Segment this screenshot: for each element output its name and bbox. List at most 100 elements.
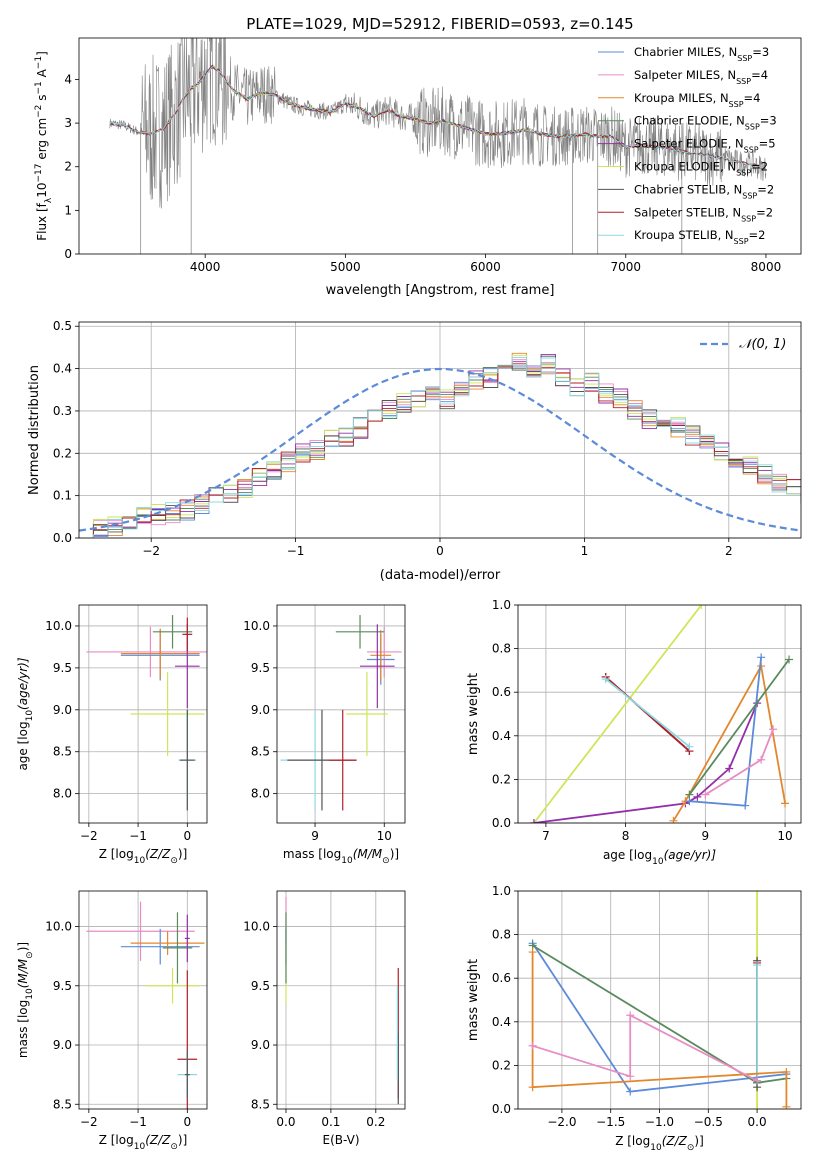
y-axis-label: Flux [fλ10−17 erg cm−2 s−1 A−1] (34, 51, 54, 241)
y-tick-label: 3 (64, 116, 72, 130)
axes-frame (78, 890, 208, 1110)
y-tick-label: 0.8 (492, 642, 511, 656)
y-tick-label: 10.0 (243, 920, 270, 934)
plot-background (277, 891, 405, 1109)
legend-entry: Salpeter STELIB, NSSP=2 (634, 205, 773, 223)
x-tick-label: 10 (777, 829, 792, 843)
label-part: Z [log (615, 1134, 650, 1148)
weight-point-marker (701, 790, 710, 799)
label-part: =2 (749, 228, 766, 242)
x-tick-label: 8000 (751, 260, 782, 274)
label-part: ] (35, 51, 49, 56)
label-part: mass [log (283, 847, 341, 861)
label-part: 10 (341, 856, 353, 866)
label-part: SSP (737, 54, 752, 63)
plot-area (528, 891, 791, 1109)
weight-point-marker (781, 799, 790, 808)
residuals-panel: −2 −1 0 1 2 0.0 0.1 0.2 0.3 0.4 0.5 (data-model)/er… (27, 319, 802, 583)
label-part: ⊙ (170, 856, 178, 866)
weight-point-marker (753, 1076, 762, 1085)
plot-area (86, 615, 207, 811)
x-tick-label: 10 (377, 829, 392, 843)
weight-point-marker (769, 725, 778, 734)
legend-entry: Kroupa STELIB, NSSP=2 (634, 228, 765, 246)
legend-entry: Kroupa ELODIE, NSSP=2 (634, 160, 768, 178)
plot-area (285, 896, 399, 1105)
label-part: mass [log (16, 1000, 30, 1058)
x-axis-label: Z [log10(Z/Z⊙)] (615, 1134, 704, 1153)
label-part: )] (178, 1133, 187, 1147)
x-tick-label: −2 (80, 829, 98, 843)
y-tick-label: 0.4 (492, 1015, 511, 1029)
x-tick-label: 0.0 (748, 1115, 767, 1129)
figure-title: PLATE=1029, MJD=52912, FIBERID=0593, z=0… (246, 15, 633, 33)
weight-series-line (533, 605, 703, 823)
legend-entry: Chabrier STELIB, NSSP=2 (634, 182, 774, 200)
label-part: SSP (745, 122, 760, 131)
weight-point-marker (785, 655, 794, 664)
label-part: Salpeter MILES, N (634, 68, 736, 82)
weight-point-marker (693, 792, 702, 801)
weight-point-marker (753, 961, 762, 970)
label-part: (Z/Z (145, 847, 171, 861)
label-part: =4 (744, 91, 761, 105)
weight-point-marker (626, 1072, 635, 1081)
label-part: age [log (16, 721, 30, 770)
weight-point-marker (757, 653, 766, 662)
x-axis-label: Z [log10(Z/Z⊙)] (99, 847, 188, 866)
label-part: ⊙ (25, 951, 35, 959)
x-tick-label: 9 (702, 829, 710, 843)
y-tick-label: 9.5 (251, 661, 270, 675)
label-part: 10 (134, 1142, 146, 1152)
y-tick-label: 9.5 (251, 979, 270, 993)
mass-vs-metallicity-panel: −2 −1 08.59.09.510.0Z [log10(Z/Z⊙)]mass [l… (16, 890, 208, 1152)
legend-entry: Kroupa MILES, NSSP=4 (634, 91, 760, 109)
x-axis-label: wavelength [Angstrom, rest frame] (326, 283, 555, 298)
model-spectrum-line (190, 65, 597, 139)
x-tick-label: 0.0 (276, 1115, 295, 1129)
y-tick-label: 4 (64, 72, 72, 86)
label-part: 10 (134, 856, 146, 866)
y-tick-label: 0.0 (492, 1102, 511, 1116)
weight-point-marker (697, 605, 706, 609)
y-tick-label: 8.5 (251, 745, 270, 759)
label-part: (age/yr)] (664, 848, 717, 862)
x-axis-label: (data-model)/error (380, 568, 501, 583)
y-axis-label: mass weight (466, 673, 481, 755)
x-axis-label: mass [log10(M/M⊙)] (283, 847, 399, 866)
label-part: 10 (35, 183, 49, 198)
weight-point-marker (529, 819, 538, 823)
y-tick-label: 2 (64, 160, 72, 174)
y-tick-label: 8.5 (53, 1097, 72, 1111)
label-part: Salpeter STELIB, N (634, 205, 741, 219)
label-part: Kroupa ELODIE, N (634, 160, 736, 174)
x-tick-label: 0 (183, 829, 191, 843)
label-part: SSP (736, 76, 751, 85)
y-tick-label: 10.0 (243, 619, 270, 633)
y-tick-label: 9.0 (251, 703, 270, 717)
y-tick-label: 8.5 (53, 745, 72, 759)
label-part: erg cm (35, 118, 49, 164)
y-axis-label: mass [log10(M/M⊙)] (16, 942, 35, 1058)
y-tick-label: 9.5 (53, 979, 72, 993)
y-tick-label: 0.4 (492, 729, 511, 743)
x-tick-label: 9 (311, 829, 319, 843)
y-tick-label: 1 (64, 203, 72, 217)
y-tick-label: 1.0 (492, 598, 511, 612)
label-part: Kroupa STELIB, N (634, 228, 734, 242)
legend-entry: Salpeter MILES, NSSP=4 (634, 68, 768, 86)
x-axis-label: Z [log10(Z/Z⊙)] (99, 1133, 188, 1152)
x-tick-label: −1 (287, 544, 305, 558)
label-part: (age/yr)] (16, 657, 30, 710)
label-part: 10 (25, 988, 35, 1000)
label-part: s (35, 95, 49, 105)
weight-point-marker (669, 816, 678, 823)
label-part: =2 (756, 205, 773, 219)
weight-point-marker (685, 790, 694, 799)
weight-series-line (688, 658, 790, 796)
legend-entry: Chabrier ELODIE, NSSP=3 (634, 114, 777, 132)
y-tick-label: 10.0 (45, 920, 72, 934)
plot-background (518, 605, 801, 823)
x-tick-label: 0.2 (366, 1115, 385, 1129)
